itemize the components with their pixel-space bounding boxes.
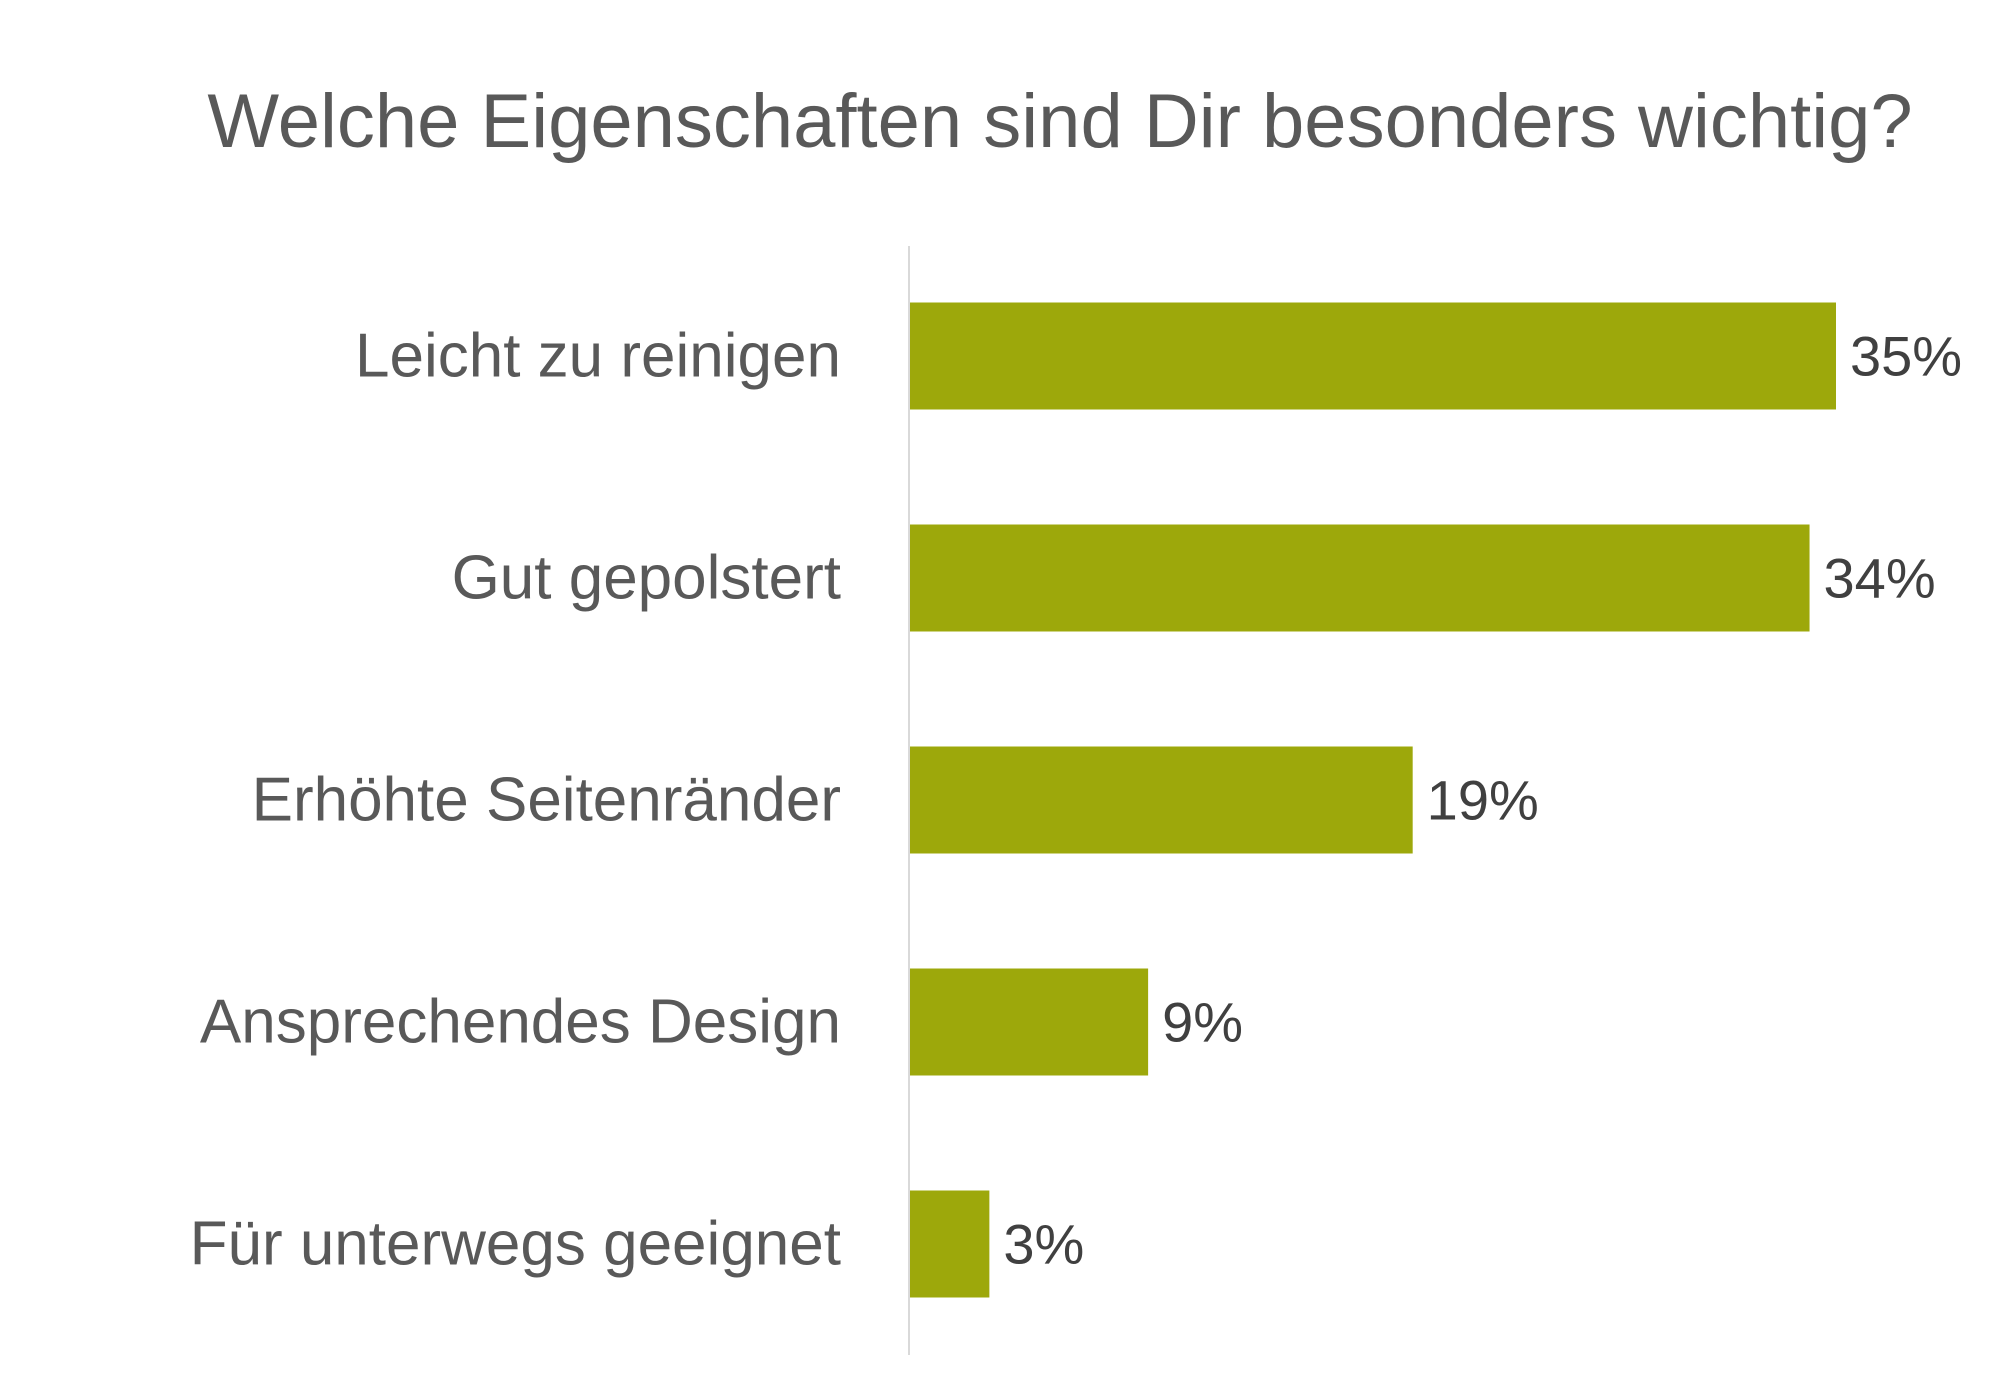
category-labels-group: Leicht zu reinigen Gut gepolstert Erhöhte … [190, 322, 841, 1279]
category-label-1: Gut gepolstert [452, 544, 841, 613]
bar-4 [910, 1190, 990, 1298]
value-label-3: 9% [1162, 991, 1243, 1054]
chart-title: Welche Eigenschaften sind Dir besonders … [207, 79, 1913, 164]
value-label-1: 34% [1824, 547, 1936, 610]
category-label-4: Für unterwegs geeignet [190, 1210, 841, 1279]
bar-1 [910, 524, 1810, 632]
bars-group [910, 302, 1836, 1298]
bar-2 [910, 746, 1413, 854]
category-label-2: Erhöhte Seitenränder [252, 766, 841, 835]
bar-0 [910, 302, 1836, 410]
value-label-4: 3% [1003, 1213, 1084, 1276]
category-label-3: Ansprechendes Design [200, 988, 841, 1057]
value-label-0: 35% [1850, 325, 1962, 388]
value-labels-group: 35% 34% 19% 9% 3% [1003, 325, 1962, 1276]
bar-3 [910, 968, 1149, 1076]
value-label-2: 19% [1427, 769, 1539, 832]
category-label-0: Leicht zu reinigen [355, 322, 841, 391]
